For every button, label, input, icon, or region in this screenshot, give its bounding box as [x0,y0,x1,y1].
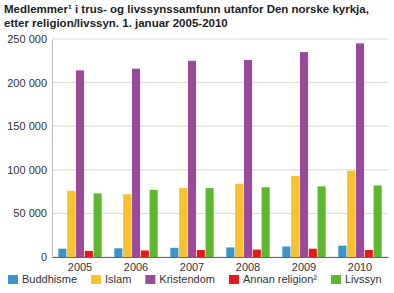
bar [141,250,149,257]
plot: 050 000100 000150 000200 000250 00020052… [7,33,388,273]
bar [197,250,205,257]
bar [76,70,84,257]
chart: Medlemmer¹ i trus- og livssynssamfunn ut… [0,0,394,293]
bar [179,188,187,257]
bar [94,193,102,257]
legend-item: Buddhisme [8,273,77,285]
bar [356,43,364,257]
x-tick: 2008 [236,257,260,273]
series [85,249,373,257]
y-tick-label: 50 000 [13,207,47,219]
grid-line [52,82,388,83]
bar [300,52,308,257]
x-tick: 2007 [180,257,204,273]
legend-item: Islam [91,273,131,285]
bar [114,248,122,257]
legend-label: Annan religion² [243,273,317,285]
y-axis: 0 50 000 100 000 150 000 200 000 250 000 [7,33,52,263]
bar [291,176,299,257]
bar [235,184,243,257]
legend-swatch [331,275,341,284]
y-tick: 200 000 [7,77,52,89]
grid [52,39,388,257]
bar [58,249,66,257]
x-tick: 2006 [124,257,148,273]
bar [188,61,196,257]
grid-line [52,126,388,127]
grid-line [52,257,388,258]
bar [338,246,346,257]
bar [309,249,317,257]
x-tick: 2010 [348,257,372,273]
legend-label: Kristendom [159,273,215,285]
y-tick-label: 100 000 [7,164,47,176]
x-tick-label: 2005 [68,261,92,273]
legend-swatch [8,275,18,284]
grid-line [52,39,388,40]
legend-label: Islam [105,273,131,285]
x-axis-line [53,257,389,258]
y-tick: 50 000 [13,207,52,219]
x-tick: 2009 [292,257,316,273]
x-tick-label: 2006 [124,261,148,273]
legend-item: Kristendom [145,273,215,285]
legend: Buddhisme Islam Kristendom Annan religion² L… [8,273,382,285]
y-tick: 150 000 [7,120,52,132]
bar [244,60,252,257]
y-tick: 250 000 [7,33,52,45]
bar [318,186,326,257]
bar [374,185,382,257]
y-tick-label: 250 000 [7,33,47,45]
bar [226,247,234,257]
y-tick-label: 150 000 [7,120,47,132]
title: Medlemmer¹ i trus- og livssynssamfunn ut… [4,3,369,29]
series [76,43,364,257]
x-axis: 2005 2006 2007 2008 2009 2010 [53,257,389,273]
x-tick-label: 2008 [236,261,260,273]
bar [282,247,290,257]
x-tick-label: 2009 [292,261,316,273]
bars [58,43,381,257]
bar [123,194,131,257]
x-tick-label: 2007 [180,261,204,273]
legend-swatch [91,275,101,284]
legend-item: Livssyn [331,273,382,285]
y-tick-label: 200 000 [7,77,47,89]
legend-item: Annan religion² [229,273,317,285]
bar [132,69,140,257]
x-tick-label: 2010 [348,261,372,273]
bar [253,250,261,257]
grid-line [52,213,388,214]
legend-label: Livssyn [345,273,382,285]
bar [170,248,178,257]
bar [206,188,214,257]
y-tick: 0 [41,251,52,263]
bar [347,171,355,257]
series [67,171,355,257]
legend-swatch [145,275,155,284]
series [94,185,382,257]
y-tick-label: 0 [41,251,47,263]
x-tick: 2005 [68,257,92,273]
bar [85,251,93,257]
y-axis-line [52,40,53,258]
legend-swatch [229,275,239,284]
bar [365,250,373,257]
bar [67,191,75,257]
bar [262,187,270,257]
bar [150,190,158,257]
legend-label: Buddhisme [22,273,77,285]
grid-line [52,169,388,170]
y-tick: 100 000 [7,164,52,176]
